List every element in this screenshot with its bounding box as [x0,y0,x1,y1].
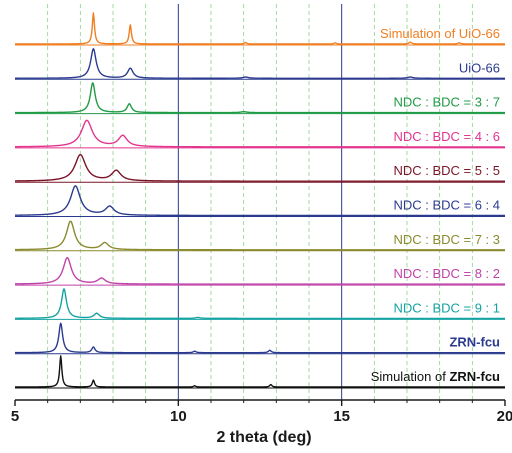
series-label-text: NDC : BDC = 9 : 1 [393,300,500,315]
series-label-text: NDC : BDC = 6 : 4 [393,198,500,213]
series-label: Simulation of ZRN-fcu [371,369,500,384]
series-trace [14,220,506,251]
series-label-text: NDC : BDC = 8 : 2 [393,266,500,281]
series-trace [14,119,506,148]
series-label-text: Simulation of UiO-66 [380,26,500,41]
series-label-text: NDC : BDC = 4 : 6 [393,129,500,144]
series-label: NDC : BDC = 3 : 7 [393,95,500,110]
series-label: Simulation of UiO-66 [380,26,500,41]
x-axis-title: 2 theta (deg) [216,429,311,446]
series-label-layer: Simulation of UiO-66 UiO-66 NDC : BDC = 3 … [371,26,500,384]
series-trace [14,256,506,285]
series-trace [14,322,506,354]
series-trace [14,48,506,79]
grid-layer [47,4,473,400]
series-label: NDC : BDC = 7 : 3 [393,232,500,247]
x-tick-label: 10 [170,408,187,425]
x-tick-label: 20 [497,408,512,425]
series-label-text: Simulation of [371,369,450,384]
series-label: ZRN-fcu [449,335,500,350]
series-trace [14,288,506,320]
x-tick-label: 15 [333,408,350,425]
x-axis: 5 10 15 20 [11,399,512,425]
series-label-text: NDC : BDC = 3 : 7 [393,95,500,110]
series-label: NDC : BDC = 9 : 1 [393,300,500,315]
series-trace [14,82,506,114]
series-label-text: NDC : BDC = 7 : 3 [393,232,500,247]
x-tick-label: 5 [11,408,19,425]
series-label: UiO-66 [459,60,500,75]
series-label: NDC : BDC = 4 : 6 [393,129,500,144]
series-trace [14,355,506,388]
series-trace [14,12,506,45]
series-trace [14,185,506,217]
series-layer [14,12,506,389]
series-label-bold-text: ZRN-fcu [449,335,500,350]
series-label: NDC : BDC = 5 : 5 [393,163,500,178]
series-label-bold-text: ZRN-fcu [449,369,500,384]
series-label: NDC : BDC = 6 : 4 [393,198,500,213]
series-trace [14,153,506,182]
series-label: NDC : BDC = 8 : 2 [393,266,500,281]
series-label-text: UiO-66 [459,60,500,75]
series-label-text: NDC : BDC = 5 : 5 [393,163,500,178]
